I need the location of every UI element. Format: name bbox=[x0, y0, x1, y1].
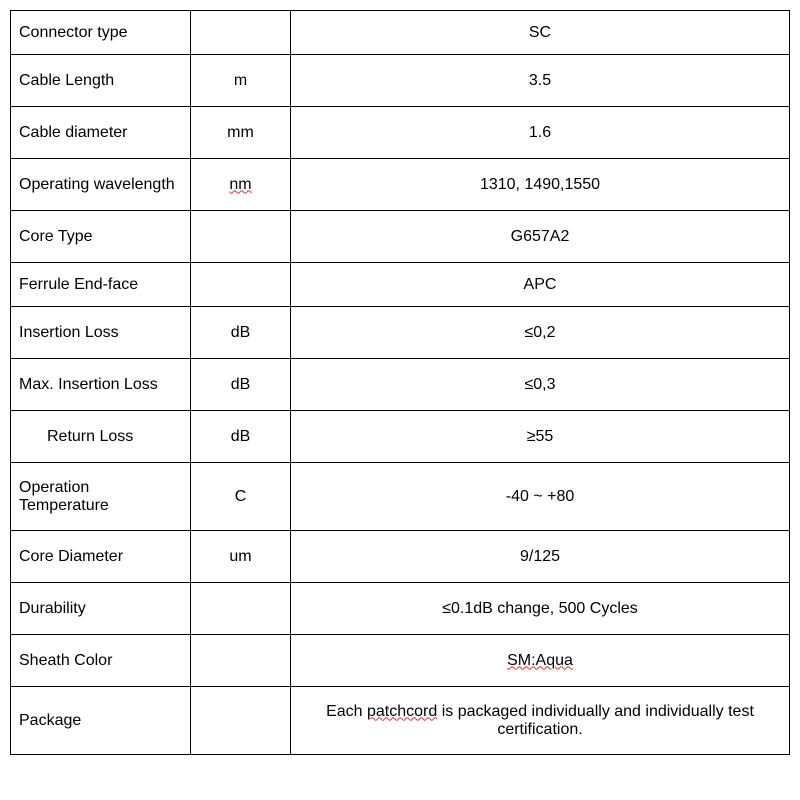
param-cell: OperationTemperature bbox=[11, 463, 191, 531]
param-cell: Return Loss bbox=[11, 411, 191, 463]
value-cell: 1310, 1490,1550 bbox=[291, 159, 790, 211]
spec-table-body: Connector typeSCCable Lengthm3.5Cable di… bbox=[11, 11, 790, 755]
table-row: Operating wavelengthnm1310, 1490,1550 bbox=[11, 159, 790, 211]
value-cell: ≤0.1dB change, 500 Cycles bbox=[291, 583, 790, 635]
unit-cell bbox=[191, 687, 291, 755]
param-cell: Package bbox=[11, 687, 191, 755]
param-cell: Connector type bbox=[11, 11, 191, 55]
unit-cell: m bbox=[191, 55, 291, 107]
unit-cell bbox=[191, 263, 291, 307]
param-cell: Core Diameter bbox=[11, 531, 191, 583]
value-cell: SC bbox=[291, 11, 790, 55]
table-row: Max. Insertion LossdB≤0,3 bbox=[11, 359, 790, 411]
param-cell: Sheath Color bbox=[11, 635, 191, 687]
value-cell: 1.6 bbox=[291, 107, 790, 159]
unit-cell bbox=[191, 635, 291, 687]
table-row: Core Diameterum9/125 bbox=[11, 531, 790, 583]
table-row: Package Each patchcord is packaged indivi… bbox=[11, 687, 790, 755]
value-cell: ≤0,2 bbox=[291, 307, 790, 359]
table-row: Ferrule End-face APC bbox=[11, 263, 790, 307]
param-cell: Durability bbox=[11, 583, 191, 635]
param-cell: Ferrule End-face bbox=[11, 263, 191, 307]
value-cell: Each patchcord is packaged individually … bbox=[291, 687, 790, 755]
param-cell: Core Type bbox=[11, 211, 191, 263]
param-cell: Operating wavelength bbox=[11, 159, 191, 211]
unit-cell bbox=[191, 11, 291, 55]
unit-cell: mm bbox=[191, 107, 291, 159]
unit-cell: dB bbox=[191, 359, 291, 411]
spec-table: Connector typeSCCable Lengthm3.5Cable di… bbox=[10, 10, 790, 755]
table-row: Cable diametermm1.6 bbox=[11, 107, 790, 159]
value-cell: APC bbox=[291, 263, 790, 307]
table-row: Core Type G657A2 bbox=[11, 211, 790, 263]
table-row: Cable Lengthm3.5 bbox=[11, 55, 790, 107]
value-cell: 9/125 bbox=[291, 531, 790, 583]
param-cell: Cable Length bbox=[11, 55, 191, 107]
table-row: Return LossdB≥55 bbox=[11, 411, 790, 463]
table-row: Sheath Color SM:Aqua bbox=[11, 635, 790, 687]
param-cell: Cable diameter bbox=[11, 107, 191, 159]
unit-cell: nm bbox=[191, 159, 291, 211]
unit-cell: C bbox=[191, 463, 291, 531]
table-row: Connector type SC bbox=[11, 11, 790, 55]
table-row: Durability ≤0.1dB change, 500 Cycles bbox=[11, 583, 790, 635]
unit-cell: dB bbox=[191, 411, 291, 463]
unit-cell bbox=[191, 211, 291, 263]
param-cell: Insertion Loss bbox=[11, 307, 191, 359]
table-row: OperationTemperatureC-40 ~ +80 bbox=[11, 463, 790, 531]
value-cell: ≤0,3 bbox=[291, 359, 790, 411]
value-cell: ≥55 bbox=[291, 411, 790, 463]
table-row: Insertion LossdB≤0,2 bbox=[11, 307, 790, 359]
param-cell: Max. Insertion Loss bbox=[11, 359, 191, 411]
unit-cell bbox=[191, 583, 291, 635]
value-cell: G657A2 bbox=[291, 211, 790, 263]
unit-cell: um bbox=[191, 531, 291, 583]
value-cell: 3.5 bbox=[291, 55, 790, 107]
value-cell: SM:Aqua bbox=[291, 635, 790, 687]
unit-cell: dB bbox=[191, 307, 291, 359]
value-cell: -40 ~ +80 bbox=[291, 463, 790, 531]
